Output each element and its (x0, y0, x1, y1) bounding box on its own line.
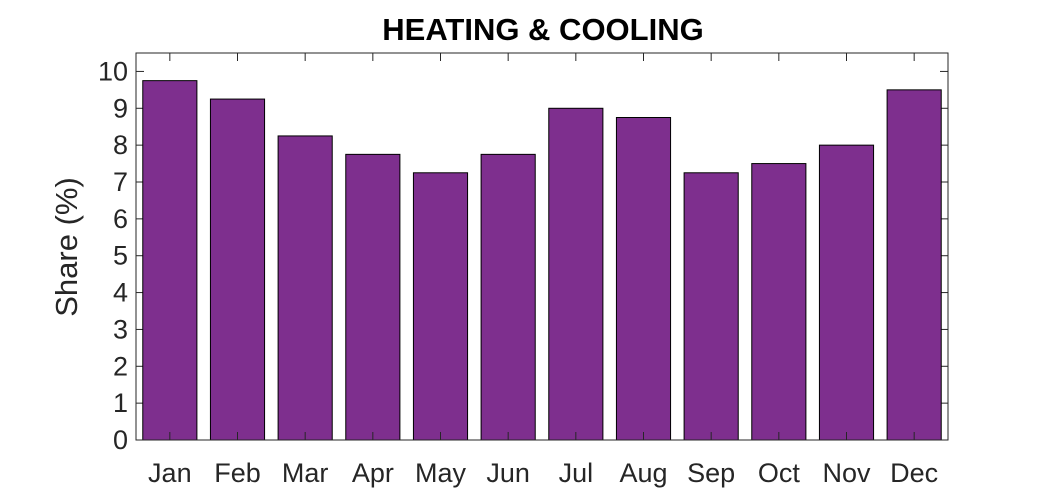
bar-nov (818, 144, 875, 441)
bar-jul (548, 107, 604, 441)
chart-title: HEATING & COOLING (382, 12, 703, 47)
bar-oct (751, 163, 807, 441)
y-tick-label: 0 (113, 425, 128, 455)
bar-jan (142, 80, 198, 441)
y-tick-label: 9 (113, 93, 128, 123)
x-tick-label: Aug (619, 458, 667, 488)
y-tick-label: 4 (113, 278, 128, 308)
x-tick-label: Jan (148, 458, 192, 488)
bar-may (412, 172, 469, 441)
x-tick-label: Nov (822, 458, 871, 488)
y-tick-label: 6 (113, 204, 128, 234)
x-tick-label: Mar (282, 458, 329, 488)
x-tick-label: Apr (352, 458, 394, 488)
bar-apr (345, 153, 401, 441)
bar-dec (886, 89, 942, 441)
x-tick-label: Dec (890, 458, 938, 488)
y-tick-label: 1 (113, 388, 128, 418)
x-tick-label: Jun (486, 458, 530, 488)
bar-sep (683, 172, 739, 441)
y-tick-label: 8 (113, 130, 128, 160)
plot-area: 0 1 2 3 4 5 6 7 8 9 10 Jan Feb Mar Apr May Jun Jul Aug Sep O… (98, 52, 949, 488)
x-tick-label: Jul (559, 458, 594, 488)
x-tick-label: Feb (214, 458, 261, 488)
axes-box (135, 52, 949, 441)
y-tick-label: 7 (113, 167, 128, 197)
bar-aug (615, 117, 672, 441)
y-tick-label: 3 (113, 314, 128, 344)
bar-feb (209, 98, 266, 441)
y-tick-label: 2 (113, 351, 128, 381)
bar-mar (277, 135, 333, 441)
y-tick-label: 5 (113, 241, 128, 271)
bar-jun (480, 153, 536, 441)
y-tick-label: 10 (98, 56, 128, 86)
x-tick-label: May (415, 458, 467, 488)
x-tick-label: Sep (687, 458, 735, 488)
x-tick-label: Oct (758, 458, 801, 488)
y-axis-title: Share (%) (49, 177, 84, 317)
